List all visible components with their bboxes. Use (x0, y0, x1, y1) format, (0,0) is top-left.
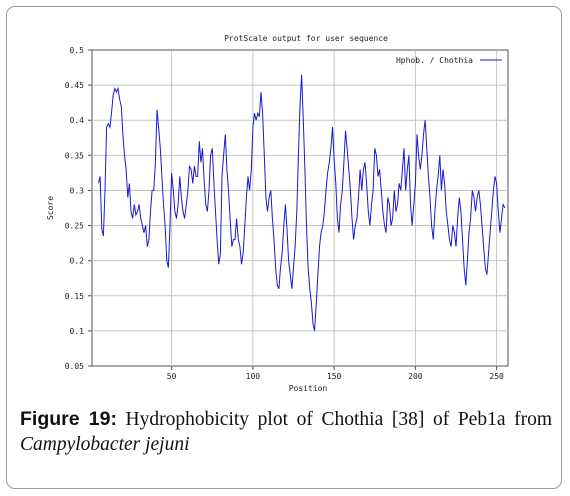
caption-text: Hydrophobicity plot of Chothia [38] of P… (116, 409, 552, 430)
caption-organism: Campylobacter jejuni (20, 434, 190, 455)
y-tick-label: 0.1 (70, 327, 85, 336)
figure-label: Figure 19: (20, 408, 117, 430)
x-tick-label: 150 (327, 372, 342, 381)
x-tick-label: 50 (167, 372, 177, 381)
chart-title: ProtScale output for user sequence (224, 34, 388, 43)
legend-label: Hphob. / Chothia (396, 56, 473, 65)
series-line (98, 74, 506, 332)
y-tick-label: 0.05 (65, 362, 84, 371)
figure-caption: Figure 19: Hydrophobicity plot of Chothi… (20, 407, 552, 432)
x-tick-label: 250 (489, 372, 504, 381)
y-tick-label: 0.35 (65, 151, 84, 160)
y-tick-label: 0.2 (70, 257, 85, 266)
y-axis-label: Score (46, 196, 55, 220)
y-tick-label: 0.4 (70, 116, 85, 125)
y-tick-label: 0.3 (70, 186, 85, 195)
y-tick-label: 0.5 (70, 46, 85, 55)
hydrophobicity-chart: 0.05 0.1 0.15 0.2 0.25 0.3 0.35 0.4 0.45 0.5 50 100… (46, 34, 509, 393)
x-tick-label: 200 (408, 372, 423, 381)
y-tick-label: 0.15 (65, 292, 84, 301)
y-tick-label: 0.25 (65, 222, 84, 231)
x-tick-label: 100 (246, 372, 261, 381)
x-axis-label: Position (289, 384, 328, 393)
y-tick-label: 0.45 (65, 81, 84, 90)
